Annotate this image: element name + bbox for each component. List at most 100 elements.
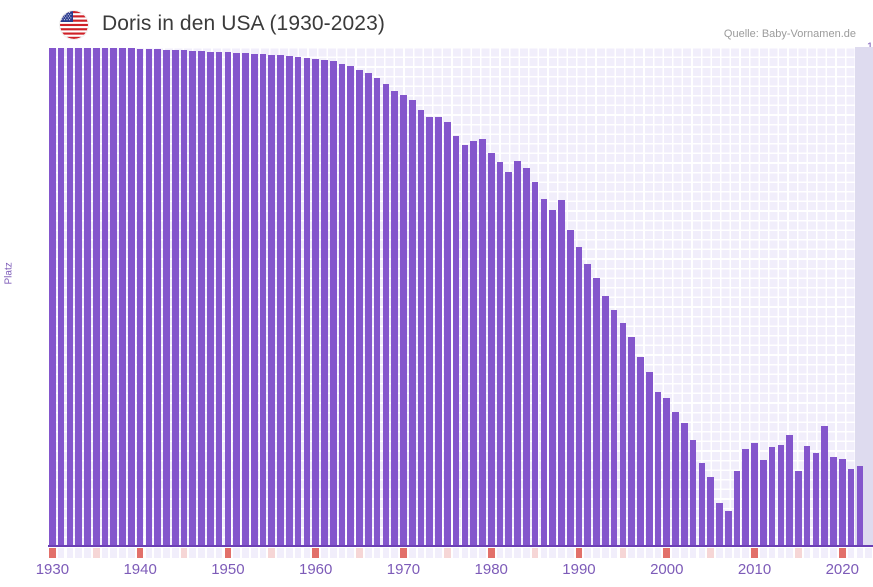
- x-tick-cell: [742, 548, 750, 558]
- bar: [180, 50, 188, 546]
- bar: [128, 48, 135, 546]
- bar: [672, 412, 679, 546]
- x-axis-tick-label: 1960: [298, 561, 333, 578]
- bar: [593, 278, 600, 546]
- x-tick-cell: [435, 548, 442, 558]
- x-tick-major: [663, 548, 671, 558]
- x-tick-cell: [119, 548, 126, 558]
- x-tick-cell: [584, 548, 592, 558]
- x-tick-cell: [101, 548, 109, 558]
- x-tick-cell: [830, 548, 837, 558]
- bar: [277, 55, 284, 546]
- x-tick-cell: [865, 548, 872, 558]
- x-tick-major: [487, 548, 495, 558]
- bar: [768, 447, 776, 546]
- bar: [145, 48, 153, 546]
- chart-title: Doris in den USA (1930-2023): [102, 12, 385, 35]
- x-axis-tick-label: 1970: [386, 561, 421, 578]
- x-tick-cell: [505, 548, 513, 558]
- x-tick-cell: [637, 548, 644, 558]
- x-tick-cell: [847, 548, 855, 558]
- bar: [830, 457, 837, 546]
- bar: [224, 52, 232, 546]
- x-tick-cell: [479, 548, 486, 558]
- x-tick-cell: [558, 548, 565, 558]
- bar: [207, 51, 214, 546]
- x-tick-cell: [163, 548, 170, 558]
- x-tick-cell: [540, 548, 548, 558]
- bar: [338, 63, 346, 546]
- x-tick-cell: [689, 548, 697, 558]
- bar: [426, 116, 434, 546]
- bar: [101, 47, 109, 546]
- bar: [698, 463, 706, 546]
- x-tick-cell: [610, 548, 618, 558]
- bar: [259, 54, 267, 546]
- x-axis-line: [48, 545, 873, 547]
- x-tick-cell: [207, 548, 214, 558]
- bar: [540, 199, 548, 546]
- x-tick-cell: [461, 548, 469, 558]
- x-tick-cell: [452, 548, 460, 558]
- bar: [373, 77, 381, 546]
- x-tick-minor: [531, 548, 539, 558]
- bar: [242, 53, 249, 546]
- bar: [391, 90, 398, 546]
- x-tick-cell: [66, 548, 74, 558]
- bar: [654, 392, 662, 546]
- x-tick-cell: [777, 548, 785, 558]
- x-tick-cell: [382, 548, 390, 558]
- bar: [821, 426, 829, 546]
- bar: [452, 136, 460, 546]
- bar: [803, 446, 811, 546]
- x-axis-tick-label: 1990: [562, 561, 596, 578]
- bar: [435, 116, 442, 546]
- x-tick-cell: [303, 548, 311, 558]
- x-tick-cell: [426, 548, 434, 558]
- x-tick-minor: [180, 548, 188, 558]
- bar: [856, 465, 864, 546]
- bar: [487, 153, 495, 546]
- bar: [838, 458, 846, 546]
- x-tick-cell: [496, 548, 504, 558]
- bar: [417, 110, 425, 546]
- x-tick-cell: [759, 548, 767, 558]
- bar: [400, 94, 407, 546]
- bar: [558, 200, 565, 546]
- bar: [716, 502, 723, 546]
- x-tick-cell: [601, 548, 609, 558]
- x-tick-cell: [365, 548, 372, 558]
- bar: [303, 57, 311, 546]
- bar: [215, 52, 223, 546]
- bar: [531, 181, 539, 546]
- x-tick-minor: [707, 548, 714, 558]
- x-axis-tick-label: 2000: [650, 561, 684, 578]
- bar: [163, 49, 170, 546]
- x-tick-cell: [286, 548, 293, 558]
- bar: [566, 230, 574, 546]
- x-tick-cell: [803, 548, 811, 558]
- x-axis-tick-label: 1950: [211, 561, 245, 578]
- bar: [628, 337, 635, 546]
- x-tick-cell: [821, 548, 829, 558]
- x-tick-cell: [549, 548, 556, 558]
- x-tick-cell: [250, 548, 258, 558]
- x-tick-cell: [215, 548, 223, 558]
- x-tick-cell: [57, 548, 65, 558]
- x-tick-cell: [145, 548, 153, 558]
- plot-area: [48, 47, 873, 546]
- x-tick-cell: [338, 548, 346, 558]
- bar: [496, 161, 504, 546]
- bar: [321, 59, 328, 546]
- x-tick-cell: [593, 548, 600, 558]
- x-tick-cell: [470, 548, 477, 558]
- bar: [777, 444, 785, 546]
- bar: [329, 61, 337, 546]
- bar: [92, 47, 100, 546]
- bar: [198, 51, 205, 546]
- bar: [470, 141, 477, 546]
- x-tick-cell: [680, 548, 688, 558]
- bar: [786, 434, 793, 546]
- bar: [680, 423, 688, 546]
- bar: [619, 323, 627, 546]
